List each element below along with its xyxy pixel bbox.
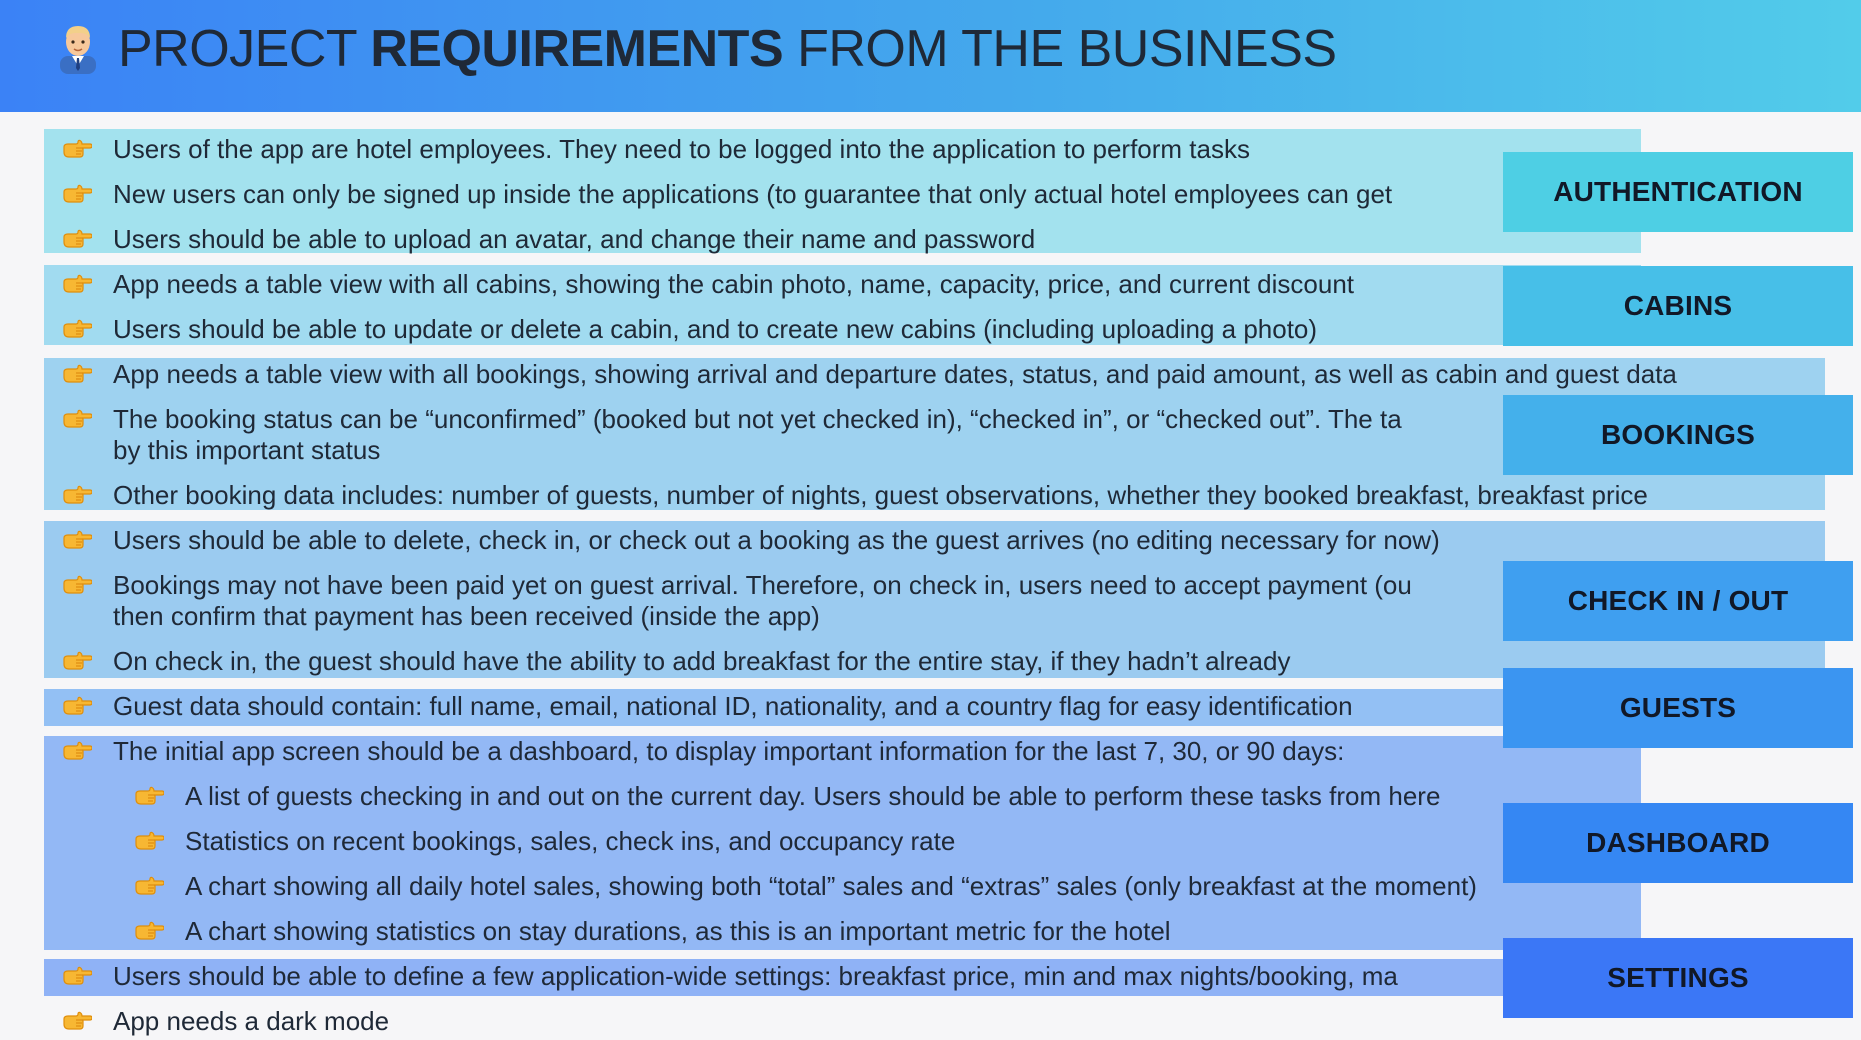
pointing-hand-icon xyxy=(62,575,92,595)
settings-band xyxy=(44,959,1641,996)
pointing-hand-icon xyxy=(62,364,92,384)
page-title: PROJECT REQUIREMENTS FROM THE BUSINESS xyxy=(118,20,1337,78)
category-label-checkin: CHECK IN / OUT xyxy=(1503,561,1853,641)
category-label-cabins: CABINS xyxy=(1503,266,1853,346)
pointing-hand-icon xyxy=(134,876,164,896)
category-label-authentication: AUTHENTICATION xyxy=(1503,152,1853,232)
authentication-band xyxy=(44,129,1641,253)
requirement-subitem: A list of guests checking in and out on … xyxy=(185,781,1441,811)
pointing-hand-icon xyxy=(62,139,92,159)
pointing-hand-icon xyxy=(134,921,164,941)
pointing-hand-icon xyxy=(62,651,92,671)
requirement-item: New users can only be signed up inside t… xyxy=(113,179,1393,209)
category-label-dashboard: DASHBOARD xyxy=(1503,803,1853,883)
pointing-hand-icon xyxy=(62,696,92,716)
pointing-hand-icon xyxy=(62,409,92,429)
category-label-settings: SETTINGS xyxy=(1503,938,1853,1018)
requirement-item: App needs a dark mode xyxy=(113,1006,390,1036)
dashboard-band xyxy=(44,736,1641,950)
pointing-hand-icon xyxy=(62,530,92,550)
header: PROJECT REQUIREMENTS FROM THE BUSINESS xyxy=(0,0,1861,112)
requirement-item: Users should be able to update or delete… xyxy=(113,314,1318,344)
requirement-item: Users of the app are hotel employees. Th… xyxy=(113,134,1250,164)
cabins-band xyxy=(44,265,1641,345)
requirement-item: Bookings may not have been paid yet on g… xyxy=(113,570,1412,600)
requirement-item: The initial app screen should be a dashb… xyxy=(113,736,1345,766)
requirement-item-continued: then confirm that payment has been recei… xyxy=(113,601,820,631)
requirement-item: On check in, the guest should have the a… xyxy=(113,646,1291,676)
pointing-hand-icon xyxy=(134,786,164,806)
pointing-hand-icon xyxy=(62,184,92,204)
category-label-guests: GUESTS xyxy=(1503,668,1853,748)
requirement-subitem: Statistics on recent bookings, sales, ch… xyxy=(185,826,956,856)
pointing-hand-icon xyxy=(62,1011,92,1031)
pointing-hand-icon xyxy=(62,229,92,249)
guests-band xyxy=(44,689,1641,726)
requirement-item: App needs a table view with all cabins, … xyxy=(113,269,1355,299)
requirement-item-continued: by this important status xyxy=(113,435,381,465)
pointing-hand-icon xyxy=(134,831,164,851)
requirement-item: The booking status can be “unconfirmed” … xyxy=(113,404,1402,434)
requirement-item: Other booking data includes: number of g… xyxy=(113,480,1648,510)
requirement-item: Users should be able to upload an avatar… xyxy=(113,224,1036,254)
pointing-hand-icon xyxy=(62,966,92,986)
requirement-item: Users should be able to define a few app… xyxy=(113,961,1398,991)
requirement-subitem: A chart showing all daily hotel sales, s… xyxy=(185,871,1477,901)
pointing-hand-icon xyxy=(62,741,92,761)
pointing-hand-icon xyxy=(62,319,92,339)
pointing-hand-icon xyxy=(62,274,92,294)
requirement-subitem: A chart showing statistics on stay durat… xyxy=(185,916,1171,946)
pointing-hand-icon xyxy=(62,485,92,505)
requirement-item: Guest data should contain: full name, em… xyxy=(113,691,1353,721)
category-label-bookings: BOOKINGS xyxy=(1503,395,1853,475)
requirement-item: App needs a table view with all bookings… xyxy=(113,359,1677,389)
office-worker-icon xyxy=(60,26,96,74)
requirement-item: Users should be able to delete, check in… xyxy=(113,525,1440,555)
